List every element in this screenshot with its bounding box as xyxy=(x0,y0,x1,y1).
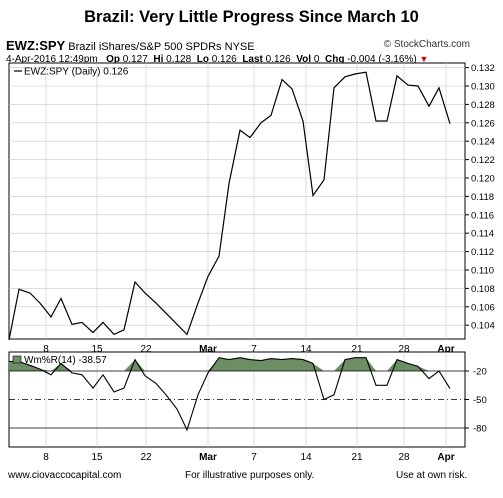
main-ytick-label: 0.106 xyxy=(471,302,495,313)
chart-title: Brazil: Very Little Progress Since March… xyxy=(84,8,419,26)
main-ytick-label: 0.120 xyxy=(471,174,495,185)
symbol: EWZ:SPY xyxy=(6,38,66,53)
wr-xtick-label: Mar xyxy=(199,452,217,463)
footer-disclaimer: For illustrative purposes only. xyxy=(185,470,315,481)
main-xtick-label: 7 xyxy=(251,344,257,355)
low-value: 0.126 xyxy=(211,54,237,65)
main-ytick-label: 0.130 xyxy=(471,82,495,93)
wr-series-line xyxy=(9,357,451,432)
quote-date: 4-Apr-2016 12:49pm xyxy=(6,54,98,65)
volume-value: 0 xyxy=(313,54,320,65)
williams-r-panel: -20 -50 -80 8 15 22 Mar 7 14 21 28 Apr Wm%R(14) -38.… xyxy=(8,351,487,463)
symbol-header: EWZ:SPY Brazil iShares/S&P 500 SPDRs NYS… xyxy=(6,38,255,53)
wr-xtick-label: 14 xyxy=(300,452,312,463)
quote-line: 4-Apr-2016 12:49pm Op 0.127 Hi 0.128 Lo … xyxy=(6,54,428,65)
down-arrow-icon: ▼ xyxy=(419,54,429,64)
exchange: NYSE xyxy=(224,41,255,53)
main-xtick-label: Apr xyxy=(437,344,454,355)
last-label: Last xyxy=(242,54,263,65)
last-value: 0.126 xyxy=(265,54,291,65)
main-xtick-label: 28 xyxy=(398,344,410,355)
brand-label: © StockCharts.com xyxy=(383,39,470,50)
main-xtick-label: 15 xyxy=(91,344,103,355)
wr-overbought-fill xyxy=(9,357,450,371)
price-ratio-panel: 0.104 0.106 0.108 0.110 0.112 0.114 0.116 0.118… xyxy=(8,62,495,355)
high-label: Hi xyxy=(153,54,164,65)
footer-risk-note: Use at own risk. xyxy=(396,470,468,481)
main-ytick-label: 0.114 xyxy=(471,229,494,240)
wr-xtick-label: 21 xyxy=(351,452,363,463)
footer-website: www.ciovaccocapital.com xyxy=(8,470,122,481)
wr-ytick-label: -80 xyxy=(473,424,487,435)
wr-ytick-label: -20 xyxy=(473,367,487,378)
ewz-spy-series-line xyxy=(8,71,451,341)
wr-xtick-label: 28 xyxy=(398,452,410,463)
main-ytick-label: 0.122 xyxy=(471,155,495,166)
main-xtick-label: 8 xyxy=(43,344,49,355)
wr-legend-label: Wm%R(14) -38.57 xyxy=(24,355,107,366)
wr-xtick-label: 8 xyxy=(43,452,49,463)
main-xtick-label: 22 xyxy=(140,344,152,355)
open-label: Op xyxy=(106,54,120,65)
main-ytick-label: 0.110 xyxy=(471,266,494,277)
wr-xtick-label: 15 xyxy=(91,452,103,463)
wr-xtick-label: 22 xyxy=(140,452,152,463)
wr-xtick-label: Apr xyxy=(437,452,454,463)
main-ytick-label: 0.128 xyxy=(471,100,495,111)
main-ytick-label: 0.118 xyxy=(471,192,494,203)
main-xtick-label: Mar xyxy=(199,344,217,355)
main-ytick-label: 0.108 xyxy=(471,284,495,295)
main-ytick-label: 0.116 xyxy=(471,210,494,221)
main-xtick-label: 14 xyxy=(300,344,312,355)
volume-label: Vol xyxy=(296,54,312,65)
main-ytick-label: 0.112 xyxy=(471,247,494,258)
main-xtick-label: 21 xyxy=(351,344,363,355)
high-value: 0.128 xyxy=(166,54,192,65)
main-ytick-label: 0.132 xyxy=(471,63,495,74)
main-legend-label: EWZ:SPY (Daily) 0.126 xyxy=(24,67,129,78)
wr-legend-swatch xyxy=(12,355,22,364)
wr-ytick-label: -50 xyxy=(473,395,487,406)
main-ytick-label: 0.124 xyxy=(471,137,495,148)
low-label: Lo xyxy=(196,54,209,65)
open-value: 0.127 xyxy=(122,54,148,65)
symbol-description: Brazil iShares/S&P 500 SPDRs xyxy=(68,41,222,53)
main-plot-frame xyxy=(8,62,466,340)
main-ytick-label: 0.104 xyxy=(471,321,495,332)
wr-xtick-label: 7 xyxy=(251,452,257,463)
change-value: -0.004 (-3.16%) xyxy=(347,54,417,65)
main-ytick-label: 0.126 xyxy=(471,118,495,129)
change-label: Chg xyxy=(324,54,345,65)
